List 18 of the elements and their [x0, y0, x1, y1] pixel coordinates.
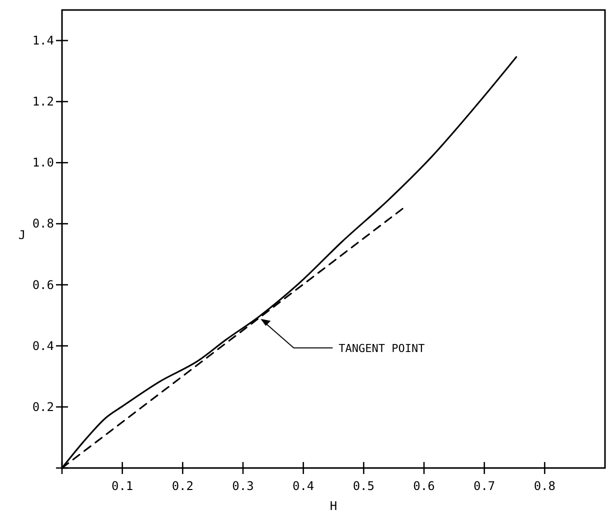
x-tick-label: 0.6	[413, 479, 435, 493]
x-tick-label: 0.7	[473, 479, 496, 493]
x-tick-label: 0.5	[352, 479, 375, 493]
x-tick-label: 0.8	[534, 479, 556, 493]
y-tick-label: 0.2	[32, 400, 54, 414]
y-tick-label: 0.8	[32, 216, 54, 231]
y-tick-label: 1.2	[32, 94, 54, 109]
y-tick-label: 1.0	[32, 156, 54, 170]
x-axis-title: H	[330, 499, 338, 513]
x-tick-label: 0.3	[232, 479, 254, 493]
x-tick-label: 0.1	[111, 479, 134, 493]
annotation: TANGENT POINT	[338, 342, 426, 355]
y-tick-label: 0.4	[32, 338, 54, 353]
y-axis-title: J	[18, 228, 26, 242]
y-tick-label: 1.4	[32, 34, 54, 48]
y-tick-label: 0.6	[32, 278, 54, 292]
x-tick-label: 0.2	[172, 479, 194, 493]
x-tick-label: 0.4	[292, 479, 314, 493]
